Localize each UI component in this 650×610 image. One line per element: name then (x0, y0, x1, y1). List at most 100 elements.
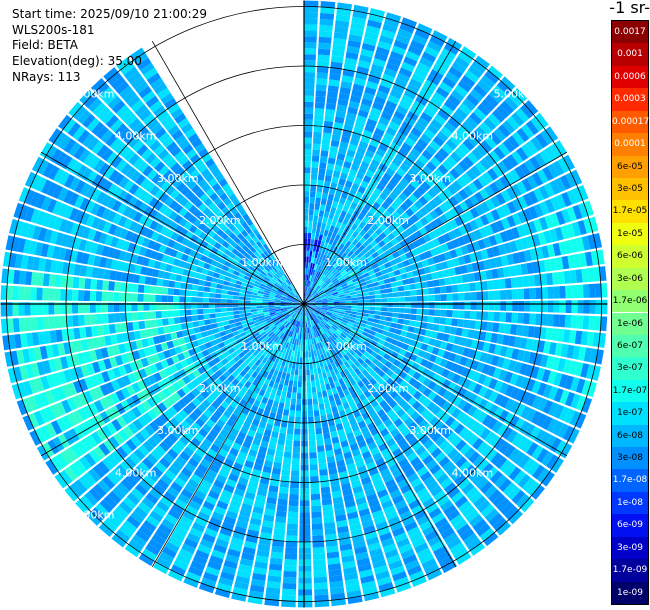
range-gate (451, 318, 458, 327)
range-gate (473, 107, 487, 121)
range-gate (477, 239, 486, 250)
range-gate (381, 201, 390, 210)
range-gate (152, 383, 162, 394)
range-gate (296, 314, 300, 321)
range-gate (247, 284, 254, 289)
range-gate (199, 538, 214, 549)
range-gate (286, 355, 291, 362)
range-gate (364, 358, 372, 366)
range-gate (336, 385, 343, 393)
range-gate (116, 482, 130, 496)
range-gate (313, 263, 318, 271)
range-gate (404, 198, 414, 208)
range-gate (176, 520, 191, 532)
range-gate (272, 539, 285, 548)
range-gate (223, 248, 232, 256)
range-gate (44, 258, 52, 273)
range-gate (252, 340, 259, 347)
range-gate (210, 391, 219, 400)
range-gate (337, 265, 344, 272)
range-gate (378, 116, 390, 127)
range-gate (384, 395, 394, 404)
range-gate (502, 120, 516, 134)
range-gate (318, 290, 324, 295)
range-gate (185, 571, 201, 583)
range-gate (197, 222, 207, 231)
range-gate (289, 292, 295, 298)
range-gate (328, 350, 334, 357)
range-gate (321, 347, 326, 354)
range-gate (285, 541, 298, 548)
range-gate (545, 355, 555, 369)
range-gate (444, 416, 456, 427)
range-gate (255, 324, 262, 330)
range-gate (425, 273, 433, 281)
range-gate (127, 208, 138, 220)
range-gate (487, 113, 501, 127)
range-gate (151, 432, 163, 445)
range-gate (250, 405, 259, 413)
range-gate (524, 423, 536, 438)
range-gate (66, 276, 74, 288)
range-gate (173, 203, 184, 214)
range-gate (287, 385, 293, 393)
range-gate (315, 301, 322, 304)
range-gate (344, 233, 352, 241)
range-gate (308, 281, 312, 288)
range-gate (370, 472, 382, 482)
range-gate (484, 70, 500, 84)
range-gate (101, 148, 114, 162)
range-gate (320, 309, 327, 313)
range-gate (362, 331, 369, 337)
range-gate (88, 388, 99, 401)
range-gate (313, 338, 317, 345)
range-gate (107, 247, 116, 259)
range-gate (502, 334, 510, 346)
range-gate (149, 311, 156, 320)
range-gate (439, 214, 449, 224)
range-gate (408, 277, 416, 284)
range-gate (265, 502, 276, 511)
range-gate (241, 282, 248, 287)
range-gate (19, 204, 30, 221)
range-gate (257, 543, 271, 552)
range-gate (308, 214, 314, 222)
range-gate (407, 345, 415, 353)
range-gate (353, 454, 363, 463)
range-gate (299, 351, 303, 358)
range-gate (340, 81, 353, 89)
range-gate (324, 324, 330, 330)
range-gate (349, 443, 359, 452)
range-gate (318, 373, 324, 380)
range-gate (84, 376, 94, 390)
range-gate (293, 434, 301, 441)
range-gate (77, 290, 85, 301)
range-gate (235, 417, 245, 426)
range-gate (377, 378, 386, 387)
range-gate (193, 218, 202, 228)
range-gate (193, 407, 203, 418)
range-gate (44, 406, 56, 421)
range-gate (446, 509, 461, 522)
range-gate (407, 396, 417, 407)
range-gate (338, 292, 345, 296)
range-gate (437, 109, 450, 121)
range-gate (426, 568, 443, 581)
range-gate (368, 13, 384, 24)
range-gate (130, 170, 142, 183)
range-gate (361, 450, 372, 460)
range-gate (292, 300, 299, 303)
range-gate (308, 440, 316, 447)
range-gate (147, 337, 155, 346)
range-gate (166, 340, 175, 349)
range-gate (469, 514, 484, 528)
range-gate (121, 240, 131, 251)
range-gate (278, 286, 285, 292)
range-gate (370, 504, 382, 514)
range-gate (313, 125, 323, 133)
range-gate (251, 511, 263, 520)
range-gate (98, 523, 114, 538)
range-gate (347, 207, 355, 215)
range-gate (494, 437, 506, 451)
range-gate (356, 293, 363, 297)
